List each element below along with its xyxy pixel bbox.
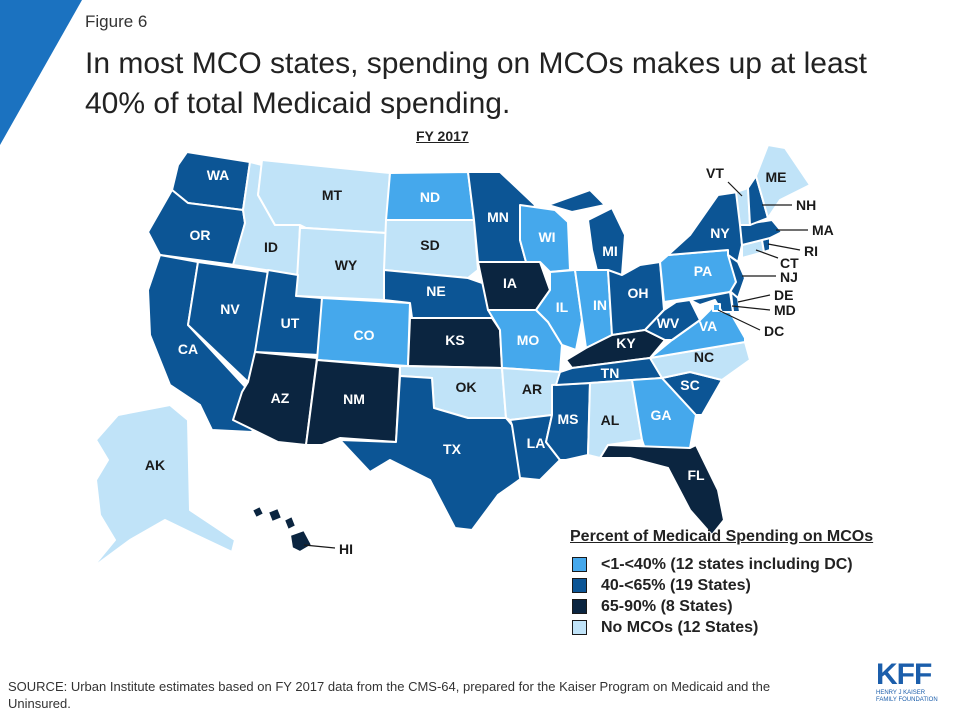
label-OR: OR: [190, 227, 211, 243]
figure-label: Figure 6: [85, 12, 148, 31]
label-CA: CA: [178, 341, 198, 357]
kff-logo: KFF HENRY J KAISER FAMILY FOUNDATION: [876, 660, 956, 710]
label-MA: MA: [812, 222, 834, 238]
label-IA: IA: [503, 275, 517, 291]
label-TN: TN: [601, 365, 620, 381]
label-WI: WI: [538, 229, 555, 245]
label-CO: CO: [354, 327, 375, 343]
state-HI[interactable]: [251, 505, 313, 553]
corner-accent: [0, 0, 82, 145]
label-AL: AL: [601, 412, 620, 428]
label-IN: IN: [593, 297, 607, 313]
state-ME[interactable]: [755, 144, 811, 219]
label-MI: MI: [602, 243, 618, 259]
legend-item-high: 65-90% (8 States): [570, 596, 950, 617]
legend-title: Percent of Medicaid Spending on MCOs: [570, 528, 874, 545]
label-NM: NM: [343, 391, 365, 407]
label-MN: MN: [487, 209, 509, 225]
label-SC: SC: [680, 377, 699, 393]
state-TX[interactable]: [339, 375, 523, 531]
leader-HI: [303, 544, 336, 549]
label-DC: DC: [764, 323, 784, 339]
leader-DE: [737, 294, 771, 303]
label-WV: WV: [657, 315, 680, 331]
label-NC: NC: [694, 349, 714, 365]
legend-item-none: No MCOs (12 States): [570, 617, 950, 638]
label-MD: MD: [774, 302, 796, 318]
label-WA: WA: [207, 167, 230, 183]
legend-swatch-mid: [572, 578, 587, 593]
label-VA: VA: [699, 318, 717, 334]
kff-logo-text: KFF: [876, 658, 932, 691]
state-MA[interactable]: [739, 219, 783, 246]
label-NY: NY: [710, 225, 730, 241]
state-AK[interactable]: [91, 404, 236, 569]
leader-lines: [303, 181, 808, 549]
label-NH: NH: [796, 197, 816, 213]
label-PA: PA: [694, 263, 712, 279]
label-AK: AK: [145, 457, 165, 473]
label-CT: CT: [780, 255, 799, 271]
label-ID: ID: [264, 239, 278, 255]
label-GA: GA: [651, 407, 672, 423]
chart-title: In most MCO states, spending on MCOs mak…: [85, 47, 867, 120]
label-KS: KS: [445, 332, 464, 348]
legend-label-none: No MCOs (12 States): [601, 618, 759, 636]
label-RI: RI: [804, 243, 818, 259]
label-NJ: NJ: [780, 269, 798, 285]
state-FL[interactable]: [599, 444, 725, 536]
state-WV[interactable]: [644, 299, 701, 341]
label-DE: DE: [774, 287, 793, 303]
chart-subtitle: FY 2017: [416, 128, 469, 144]
label-ND: ND: [420, 189, 440, 205]
label-NV: NV: [220, 301, 240, 317]
legend-label-mid: 40-<65% (19 States): [601, 576, 751, 594]
legend-item-mid: 40-<65% (19 States): [570, 575, 950, 596]
label-MT: MT: [322, 187, 343, 203]
state-NY[interactable]: [667, 191, 743, 263]
label-SD: SD: [420, 237, 439, 253]
legend-label-high: 65-90% (8 States): [601, 597, 733, 615]
leader-MD: [731, 305, 771, 311]
state-SD[interactable]: [383, 219, 479, 279]
label-AZ: AZ: [271, 390, 290, 406]
corner-accent-shape: [0, 0, 82, 145]
state-WY[interactable]: [295, 227, 387, 301]
label-AR: AR: [522, 381, 542, 397]
leader-CT: [755, 249, 779, 259]
label-FL: FL: [687, 467, 705, 483]
label-UT: UT: [281, 315, 300, 331]
label-MO: MO: [517, 332, 540, 348]
legend: Percent of Medicaid Spending on MCOs <1-…: [570, 528, 950, 638]
label-WY: WY: [335, 257, 358, 273]
legend-label-low: <1-<40% (12 states including DC): [601, 555, 853, 573]
label-OH: OH: [628, 285, 649, 301]
label-TX: TX: [443, 441, 462, 457]
legend-item-low: <1-<40% (12 states including DC): [570, 554, 950, 575]
leader-VT: [727, 181, 743, 197]
label-IL: IL: [556, 299, 569, 315]
label-ME: ME: [766, 169, 787, 185]
leader-RI: [767, 243, 801, 251]
label-HI: HI: [339, 541, 353, 557]
label-NE: NE: [426, 283, 445, 299]
source-note: SOURCE: Urban Institute estimates based …: [8, 679, 771, 711]
label-MS: MS: [558, 411, 579, 427]
legend-swatch-none: [572, 620, 587, 635]
kff-logo-line2: FAMILY FOUNDATION: [876, 697, 938, 703]
leader-DC: [717, 309, 761, 331]
label-VT: VT: [706, 165, 724, 181]
legend-swatch-low: [572, 557, 587, 572]
legend-swatch-high: [572, 599, 587, 614]
label-KY: KY: [616, 335, 636, 351]
label-OK: OK: [456, 379, 477, 395]
kff-logo-line1: HENRY J KAISER: [876, 690, 926, 696]
label-LA: LA: [527, 435, 546, 451]
